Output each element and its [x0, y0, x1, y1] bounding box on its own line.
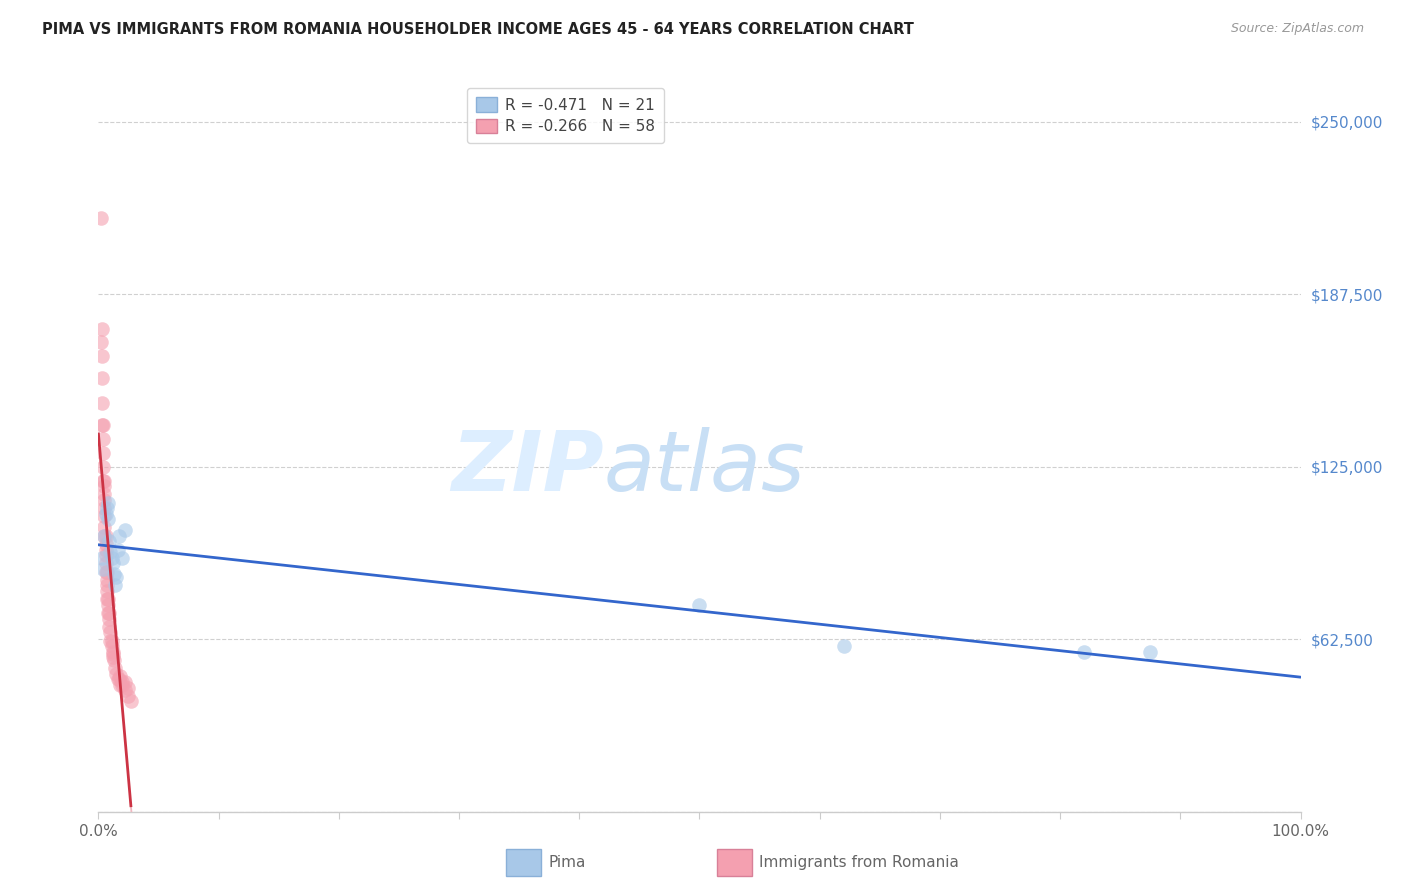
Point: [94, 565, 117, 579]
Point: [91, 321, 114, 335]
Point: [100, 633, 122, 648]
Text: Source: ZipAtlas.com: Source: ZipAtlas.com: [1230, 22, 1364, 36]
Point: [93, 509, 115, 524]
Point: [91, 550, 114, 565]
Point: [96, 592, 118, 607]
Point: [107, 542, 129, 557]
Point: [120, 694, 142, 708]
Point: [91, 474, 114, 488]
Point: [105, 666, 128, 681]
Point: [98, 620, 121, 634]
Point: [117, 681, 139, 695]
Point: [90, 211, 112, 226]
Point: [105, 570, 128, 584]
Point: [103, 567, 125, 582]
Point: [94, 548, 117, 562]
Point: [91, 459, 114, 474]
Point: [114, 683, 136, 698]
Point: [108, 672, 131, 686]
Text: Pima: Pima: [548, 855, 586, 870]
Point: [93, 529, 115, 543]
Point: [832, 639, 855, 653]
Point: [108, 678, 131, 692]
Point: [100, 633, 122, 648]
Point: [104, 661, 127, 675]
Point: [91, 396, 114, 410]
Point: [97, 598, 120, 612]
Point: [93, 529, 115, 543]
Text: atlas: atlas: [603, 427, 806, 508]
Point: [97, 606, 120, 620]
Point: [94, 507, 117, 521]
Point: [104, 578, 127, 592]
Point: [1139, 645, 1161, 659]
Point: [689, 598, 711, 612]
Point: [91, 418, 114, 433]
Point: [98, 611, 121, 625]
Point: [90, 335, 112, 350]
Point: [93, 492, 115, 507]
Text: PIMA VS IMMIGRANTS FROM ROMANIA HOUSEHOLDER INCOME AGES 45 - 64 YEARS CORRELATIO: PIMA VS IMMIGRANTS FROM ROMANIA HOUSEHOL…: [42, 22, 914, 37]
Point: [103, 653, 125, 667]
Point: [96, 565, 118, 579]
Point: [98, 606, 121, 620]
Point: [100, 545, 122, 559]
Point: [111, 550, 134, 565]
Point: [94, 557, 117, 571]
Point: [101, 645, 124, 659]
Point: [97, 512, 120, 526]
Point: [108, 669, 131, 683]
Point: [97, 592, 120, 607]
Point: [91, 349, 114, 363]
Point: [96, 578, 118, 592]
Point: [91, 446, 114, 460]
Text: ZIP: ZIP: [451, 427, 603, 508]
Point: [101, 648, 124, 662]
Point: [93, 487, 115, 501]
Point: [98, 534, 121, 549]
Point: [114, 523, 136, 537]
Point: [94, 537, 117, 551]
Point: [96, 501, 118, 516]
Point: [108, 529, 131, 543]
Point: [100, 550, 122, 565]
Point: [101, 650, 124, 665]
Text: Immigrants from Romania: Immigrants from Romania: [759, 855, 959, 870]
Point: [93, 479, 115, 493]
Point: [114, 675, 136, 690]
Point: [94, 529, 117, 543]
Point: [101, 557, 124, 571]
Legend: R = -0.471   N = 21, R = -0.266   N = 58: R = -0.471 N = 21, R = -0.266 N = 58: [467, 88, 664, 144]
Point: [91, 432, 114, 446]
Point: [96, 583, 118, 598]
Point: [96, 573, 118, 587]
Point: [117, 689, 139, 703]
Point: [97, 495, 120, 509]
Point: [111, 675, 134, 690]
Point: [93, 520, 115, 534]
Point: [111, 678, 134, 692]
Point: [100, 639, 122, 653]
Point: [91, 418, 114, 433]
Point: [100, 625, 122, 640]
Point: [91, 371, 114, 385]
Point: [1073, 645, 1095, 659]
Point: [91, 562, 114, 576]
Point: [93, 474, 115, 488]
Point: [107, 672, 129, 686]
Point: [93, 501, 115, 516]
Point: [94, 542, 117, 557]
